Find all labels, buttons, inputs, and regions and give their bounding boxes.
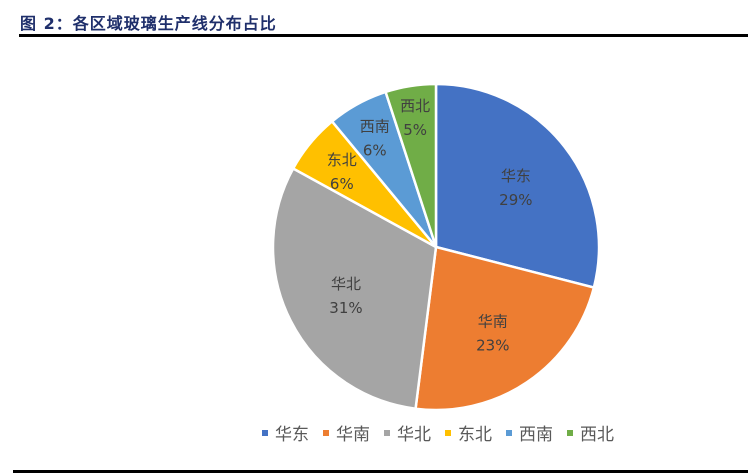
legend-item: 西南 [506,420,553,445]
legend-item: 华南 [323,420,370,445]
pie-slice-2 [414,245,596,412]
legend-swatch-icon [445,429,451,436]
pie-slices [271,82,601,412]
legend-label: 华北 [397,425,431,445]
slice-percent-label: 23% [476,337,509,355]
slice-category-label: 华北 [331,275,361,293]
slice-category-label: 西北 [400,97,430,115]
legend-item: 西北 [567,420,614,445]
slice-percent-label: 6% [363,142,387,160]
legend-swatch-icon [506,429,512,436]
slice-percent-label: 31% [329,299,362,317]
legend-item: 华东 [262,420,309,445]
legend-item: 华北 [384,420,431,445]
legend-swatch-icon [567,429,573,436]
title-divider [19,34,748,37]
chart-legend: 华东 华南 华北 东北 西南 西北 [262,420,628,445]
legend-swatch-icon [262,429,268,436]
legend-swatch-icon [323,429,329,436]
slice-category-label: 西南 [360,118,390,136]
legend-label: 东北 [458,425,492,445]
figure-title: 图 2：各区域玻璃生产线分布占比 [20,14,277,33]
pie-slice-6 [384,82,438,248]
pie-labels: 华东 29% 华南 23% 华北 31% 东北 6% 西南 6% 西北 5% [327,97,533,355]
legend-item: 东北 [445,420,492,445]
bottom-divider [13,470,748,473]
pie-slice-1 [434,82,601,290]
pie-slice-3 [271,166,438,411]
slice-category-label: 东北 [327,151,357,169]
slice-category-label: 华东 [501,167,531,185]
slice-percent-label: 6% [330,175,354,193]
legend-label: 华南 [336,425,370,445]
slice-percent-label: 29% [499,191,532,209]
legend-swatch-icon [384,429,390,436]
slice-category-label: 华南 [478,313,508,331]
legend-label: 西北 [580,425,614,445]
legend-label: 华东 [275,425,309,445]
slice-percent-label: 5% [403,121,427,139]
legend-label: 西南 [519,425,553,445]
